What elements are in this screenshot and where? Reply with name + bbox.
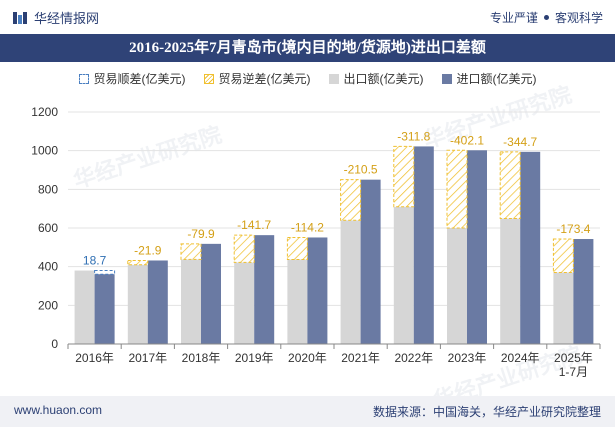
y-tick-label: 0 — [51, 337, 58, 351]
legend-swatch-surplus — [78, 73, 89, 84]
export-bar — [74, 270, 95, 344]
balance-data-label: -173.4 — [556, 222, 590, 236]
balance-data-label: -79.9 — [187, 227, 215, 241]
top-bar: 华经情报网 专业严谨 客观科学 — [0, 0, 615, 34]
tagline-2: 客观科学 — [554, 11, 603, 25]
y-tick-label: 600 — [38, 221, 58, 235]
export-bar — [500, 218, 521, 344]
legend-item-surplus: 贸易顺差(亿美元) — [78, 70, 186, 87]
balance-data-label: 18.7 — [83, 254, 107, 268]
balance-data-label: -210.5 — [344, 163, 378, 177]
export-bar — [287, 259, 308, 344]
export-bar — [234, 262, 255, 344]
deficit-segment — [499, 151, 521, 220]
export-bar — [393, 206, 414, 344]
balance-data-label: -114.2 — [291, 220, 324, 234]
import-bar — [147, 260, 168, 344]
import-bar — [413, 146, 434, 344]
import-bar — [360, 179, 381, 344]
footer: www.huaon.com 数据来源：中国海关，华经产业研究院整理 — [0, 396, 615, 427]
y-tick-label: 400 — [38, 260, 58, 274]
deficit-segment — [180, 243, 202, 260]
x-tick-label: 2020年 — [288, 351, 327, 365]
export-bar — [340, 220, 361, 344]
deficit-segment — [340, 179, 362, 221]
footer-source: 数据来源：中国海关，华经产业研究院整理 — [372, 405, 601, 419]
import-bar — [573, 239, 594, 344]
x-tick-label: 2024年 — [501, 351, 540, 365]
import-bar — [94, 274, 115, 344]
x-tick-label: 2022年 — [394, 351, 433, 365]
legend-item-deficit: 贸易逆差(亿美元) — [203, 70, 311, 87]
import-bar — [307, 237, 328, 344]
legend-swatch-export — [328, 73, 339, 84]
legend-label-deficit: 贸易逆差(亿美元) — [218, 72, 311, 86]
x-tick-label: 2016年 — [75, 351, 114, 365]
x-tick-label: 2021年 — [341, 351, 380, 365]
x-tick-label: 2018年 — [182, 351, 221, 365]
chart-legend: 贸易顺差(亿美元) 贸易逆差(亿美元) 出口额(亿美元) 进口额(亿美元) — [0, 70, 615, 87]
deficit-segment — [393, 145, 415, 208]
import-bar — [201, 243, 221, 344]
y-tick-label: 200 — [38, 298, 58, 312]
legend-item-export: 出口额(亿美元) — [328, 70, 424, 87]
x-tick-label: 2023年 — [448, 351, 487, 365]
balance-data-label: -344.7 — [503, 135, 537, 149]
deficit-segment — [552, 238, 574, 273]
surplus-segment — [94, 270, 116, 275]
brand-logo-icon — [13, 11, 27, 24]
chart-title: 2016-2025年7月青岛市(境内目的地/货源地)进出口差额 — [0, 34, 615, 62]
balance-data-label: -311.8 — [397, 129, 430, 143]
legend-swatch-import — [441, 73, 452, 84]
export-bar — [127, 264, 148, 344]
tagline: 专业严谨 客观科学 — [490, 9, 603, 26]
deficit-segment — [127, 259, 149, 266]
export-bar — [447, 228, 467, 344]
footer-url-link[interactable]: www.huaon.com — [14, 403, 103, 417]
legend-label-import: 进口额(亿美元) — [456, 72, 537, 86]
y-tick-label: 1000 — [31, 144, 58, 158]
deficit-segment — [233, 234, 255, 263]
import-bar — [254, 235, 275, 344]
import-bar — [520, 151, 541, 344]
bar-chart: 18.7 -21.9 -79.9 -141.7 -114.2 -210.5 -311.8 -4… — [31, 105, 601, 379]
balance-data-label: -21.9 — [134, 243, 162, 257]
deficit-segment — [446, 149, 468, 229]
import-bar — [467, 150, 487, 344]
legend-label-surplus: 贸易顺差(亿美元) — [93, 72, 186, 86]
deficit-segment — [286, 236, 308, 261]
legend-swatch-deficit — [203, 73, 214, 84]
export-bar — [553, 272, 574, 344]
x-tick-label: 2025年 — [554, 351, 593, 365]
export-bar — [181, 259, 201, 344]
x-tick-label: 2017年 — [128, 351, 167, 365]
balance-data-label: -141.7 — [237, 218, 271, 232]
x-tick-label: 1-7月 — [559, 365, 588, 379]
legend-label-export: 出口额(亿美元) — [343, 72, 424, 86]
y-tick-label: 800 — [38, 182, 58, 196]
tagline-1: 专业严谨 — [489, 11, 538, 25]
brand[interactable]: 华经情报网 — [12, 8, 99, 27]
y-tick-label: 1200 — [31, 105, 58, 119]
legend-item-import: 进口额(亿美元) — [441, 70, 537, 87]
separator-dot-icon — [543, 15, 549, 20]
brand-name: 华经情报网 — [34, 11, 100, 26]
x-tick-label: 2019年 — [235, 351, 274, 365]
balance-data-label: -402.1 — [450, 133, 484, 147]
